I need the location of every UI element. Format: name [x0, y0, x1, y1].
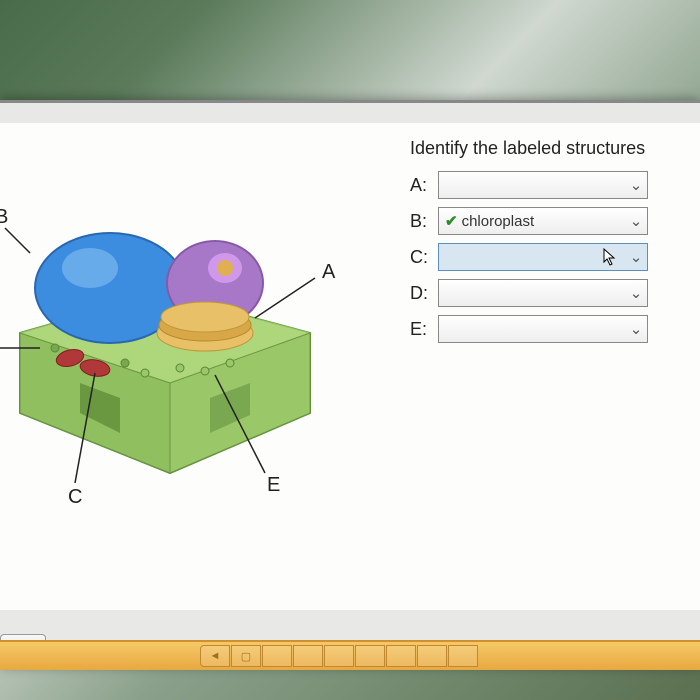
chevron-down-icon: ⌄ — [629, 178, 643, 192]
answer-label: A: — [410, 175, 438, 196]
answer-row: C: ⌄ — [410, 243, 690, 271]
diagram-label-e: E — [267, 474, 280, 496]
nav-prev-button[interactable]: ◄ — [200, 645, 230, 667]
nav-segment[interactable] — [293, 645, 323, 667]
check-icon: ✔ — [445, 212, 458, 230]
diagram-label-b: B — [0, 206, 8, 228]
nav-segment[interactable] — [324, 645, 354, 667]
answer-row: E: ⌄ — [410, 315, 690, 343]
diagram-label-a: A — [322, 261, 336, 283]
answer-row: B: ✔chloroplast ⌄ — [410, 207, 690, 235]
answer-dropdown[interactable]: ⌄ — [438, 315, 648, 343]
answer-row: D: ⌄ — [410, 279, 690, 307]
cell-diagram: A B C E — [0, 153, 360, 533]
answer-dropdown[interactable]: ⌄ — [438, 279, 648, 307]
nav-segment[interactable] — [417, 645, 447, 667]
cursor-icon — [603, 248, 617, 266]
nav-segment[interactable] — [262, 645, 292, 667]
chevron-down-icon: ⌄ — [629, 214, 643, 228]
answer-form-panel: Identify the labeled structures A:⌄B:✔ch… — [380, 123, 700, 610]
monitor-frame: A B C E Identify the labeled structures … — [0, 100, 700, 670]
nav-segment[interactable] — [386, 645, 416, 667]
chevron-down-icon: ⌄ — [629, 250, 643, 264]
chevron-down-icon: ⌄ — [629, 322, 643, 336]
chevron-down-icon: ⌄ — [629, 286, 643, 300]
content-area: A B C E Identify the labeled structures … — [0, 123, 700, 610]
cell-diagram-panel: A B C E — [0, 123, 380, 610]
form-heading: Identify the labeled structures — [410, 138, 690, 159]
answer-dropdown[interactable]: ⌄ — [438, 171, 648, 199]
answer-label: D: — [410, 283, 438, 304]
diagram-label-c: C — [68, 486, 82, 508]
dropdown-value: chloroplast — [462, 213, 535, 230]
nav-segment[interactable]: ▢ — [231, 645, 261, 667]
answer-dropdown[interactable]: ✔chloroplast ⌄ — [438, 207, 648, 235]
answer-label: E: — [410, 319, 438, 340]
nav-segment[interactable] — [355, 645, 385, 667]
nav-segment[interactable] — [448, 645, 478, 667]
answer-row: A: ⌄ — [410, 171, 690, 199]
bottom-nav-bar: ◄ ▢ — [0, 640, 700, 670]
answer-dropdown[interactable]: ⌄ — [438, 243, 648, 271]
answer-label: B: — [410, 211, 438, 232]
answer-label: C: — [410, 247, 438, 268]
